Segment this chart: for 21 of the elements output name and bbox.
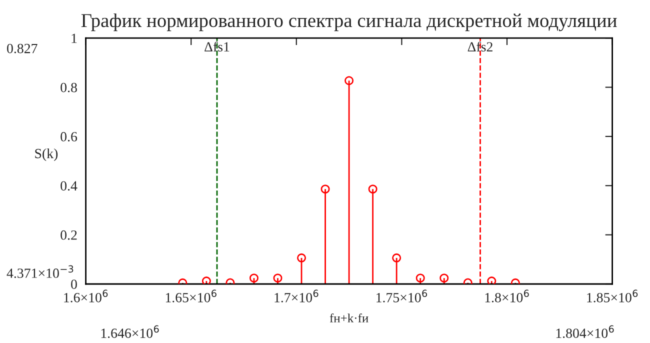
y-tick-label: 0 [71, 280, 77, 289]
x-tick-label: 1.85×10$^{6}$ [587, 290, 638, 302]
x-axis-title: fн+k·fи [330, 313, 368, 322]
text: 1.804×10$^{6}$ [556, 325, 614, 338]
y-tick-label: 0.4 [60, 181, 78, 191]
x-tick-label: 1.8×10$^{6}$ [485, 290, 529, 302]
x-tick-label: 1.6×10$^{6}$ [64, 290, 108, 302]
y-tick-label: 0.2 [60, 230, 77, 240]
y-tick-label: 0.8 [60, 82, 77, 92]
y-tick-label: 0.6 [60, 132, 78, 142]
text: 0.827 [7, 44, 38, 54]
ref-line-label: Δfs1 [204, 42, 230, 52]
y-axis-title: S(k) [35, 148, 58, 162]
ref-line-label: Δfs2 [468, 42, 492, 52]
x-tick-label: 1.65×10$^{6}$ [166, 290, 216, 302]
x-tick-label: 1.7×10$^{6}$ [274, 290, 318, 302]
chart-title: График нормированного спектра сигнала дискретной модуляции [81, 13, 617, 32]
x-tick-label: 1.75×10$^{6}$ [376, 290, 428, 302]
y-tick-label: 1 [72, 34, 77, 43]
text: 1.646×10$^{6}$ [101, 325, 159, 338]
text: 4.371×10$^{−3}$ [6, 265, 74, 278]
